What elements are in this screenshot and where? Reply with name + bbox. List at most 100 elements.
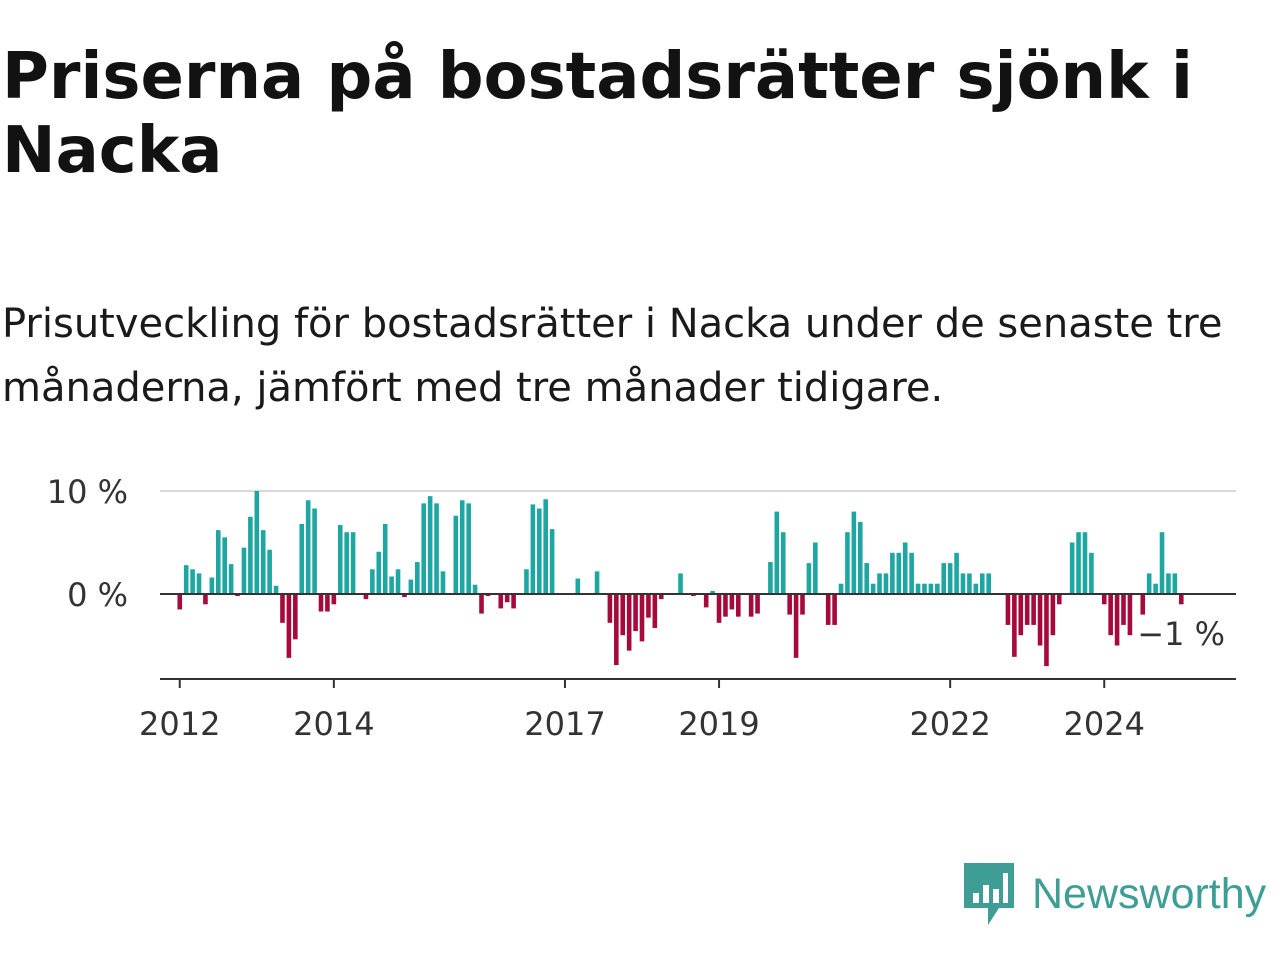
bar [344,532,349,594]
bar [594,571,600,594]
bar [954,552,959,594]
bar [979,573,985,594]
x-tick-label: 2024 [1064,705,1145,743]
bar [1114,594,1120,646]
bar [434,503,439,594]
bar [427,496,433,594]
bar [1146,573,1152,594]
bar [1172,573,1178,594]
bar [299,523,305,594]
bar [280,594,285,623]
bar [459,500,465,594]
bar [620,594,626,636]
bar [1057,594,1062,605]
bar [190,569,195,594]
bar [967,573,972,594]
bar [774,511,780,594]
bar [389,576,394,594]
x-tick-label: 2017 [524,705,605,743]
x-tick-label: 2019 [678,705,759,743]
bar [472,584,478,594]
bar [633,594,638,632]
bar [466,503,471,594]
bar [960,573,966,594]
bar [1127,594,1133,636]
bar [922,583,927,594]
bar [902,542,908,594]
bar [935,583,940,594]
bar [973,583,979,594]
bar [691,594,696,597]
bar [864,563,869,594]
bar [370,569,375,594]
bar [267,549,272,594]
brand-name: Newsworthy [1032,869,1267,918]
bar [337,524,343,594]
bar [909,552,914,594]
bar [241,547,247,594]
bar [228,564,234,594]
bar [530,504,536,594]
bar [273,585,279,594]
bar [248,516,253,594]
bar [504,594,510,603]
bar [203,594,208,605]
bar [1108,594,1113,636]
bar [1005,594,1011,625]
bar [549,529,555,594]
bar [453,515,459,594]
bar [870,583,876,594]
bar [376,551,382,594]
bar [363,594,369,600]
bar [755,594,760,614]
bar [1140,594,1146,615]
bar [780,532,786,594]
bar [183,565,189,594]
bar [947,563,953,594]
bar [312,508,317,594]
bar [1178,594,1184,605]
bar [1159,532,1165,594]
bar [813,542,818,594]
bar [1037,594,1043,646]
bar [325,594,330,612]
bar [890,552,895,594]
bar [440,571,446,594]
last-value-label: −1 % [1137,615,1225,653]
bar [254,491,260,594]
bar-chart: 0 % 10 % 2012 2014 2017 2019 2022 2024 −1 % [47,473,1236,743]
bar [286,594,292,658]
bar [177,594,183,610]
bar [877,573,882,594]
bar-chart-speech-bubble-icon [964,863,1014,925]
bar [793,594,799,658]
bar [838,583,844,594]
bar [415,562,420,594]
bar [215,530,221,594]
bar [402,594,407,598]
bar [825,594,831,625]
bar [800,594,805,615]
bar [1153,583,1158,594]
bar [806,563,812,594]
bar [1089,552,1094,594]
bar [421,503,427,594]
bar [678,573,683,594]
chart-subtitle: Prisutveckling för bostadsrätter i Nacka… [2,301,1223,411]
bar [652,594,658,628]
bar [331,594,337,605]
bar [293,594,298,640]
x-tick-label: 2014 [293,705,374,743]
bar [1101,594,1107,605]
bar [986,573,991,594]
bar [716,594,722,623]
x-tick-label: 2022 [909,705,990,743]
bar [408,579,414,594]
bar [395,569,401,594]
y-tick-label: 10 % [47,473,128,511]
bar [196,573,202,594]
bar [941,563,947,594]
bar [658,594,664,600]
bar [915,583,921,594]
bar [851,511,857,594]
